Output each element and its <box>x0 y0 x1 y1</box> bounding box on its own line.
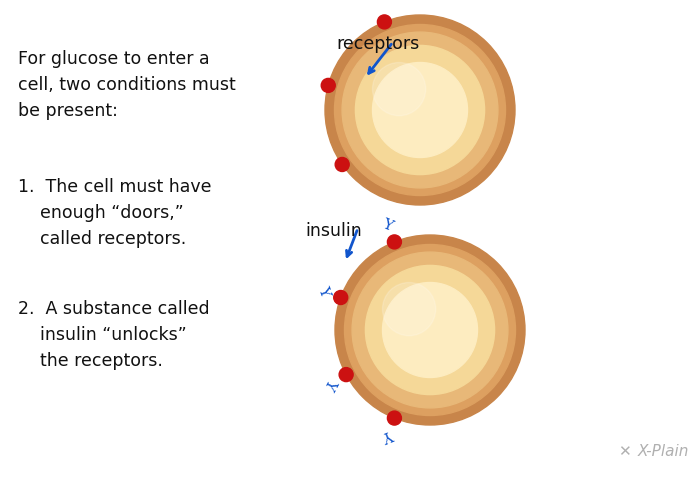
Circle shape <box>335 24 505 195</box>
Circle shape <box>365 265 495 395</box>
Circle shape <box>352 252 508 408</box>
Text: called receptors.: called receptors. <box>40 230 186 248</box>
Circle shape <box>325 15 515 205</box>
Text: Y: Y <box>316 284 332 299</box>
Circle shape <box>372 62 426 116</box>
Text: cell, two conditions must: cell, two conditions must <box>18 76 236 94</box>
Text: enough “doors,”: enough “doors,” <box>40 204 183 222</box>
Circle shape <box>377 15 391 29</box>
Text: For glucose to enter a: For glucose to enter a <box>18 50 209 68</box>
Circle shape <box>372 62 468 157</box>
Text: 2.  A substance called: 2. A substance called <box>18 300 209 318</box>
Text: ✕: ✕ <box>617 444 631 459</box>
Circle shape <box>387 411 401 425</box>
Text: Y: Y <box>380 217 395 234</box>
Circle shape <box>342 32 498 188</box>
Circle shape <box>335 235 525 425</box>
Circle shape <box>382 283 435 336</box>
Circle shape <box>339 368 353 382</box>
Text: Y: Y <box>380 426 395 443</box>
Circle shape <box>334 290 348 304</box>
Text: insulin: insulin <box>305 222 362 240</box>
Text: Y: Y <box>322 375 339 391</box>
Text: insulin “unlocks”: insulin “unlocks” <box>40 326 187 344</box>
Circle shape <box>356 46 484 175</box>
Text: 1.  The cell must have: 1. The cell must have <box>18 178 211 196</box>
Circle shape <box>335 157 349 171</box>
Text: receptors: receptors <box>336 35 419 53</box>
Text: X-Plain: X-Plain <box>638 444 690 459</box>
Circle shape <box>344 244 515 416</box>
Circle shape <box>382 283 477 377</box>
Circle shape <box>321 78 335 93</box>
Text: the receptors.: the receptors. <box>40 352 163 370</box>
Text: be present:: be present: <box>18 102 118 120</box>
Circle shape <box>387 235 401 249</box>
